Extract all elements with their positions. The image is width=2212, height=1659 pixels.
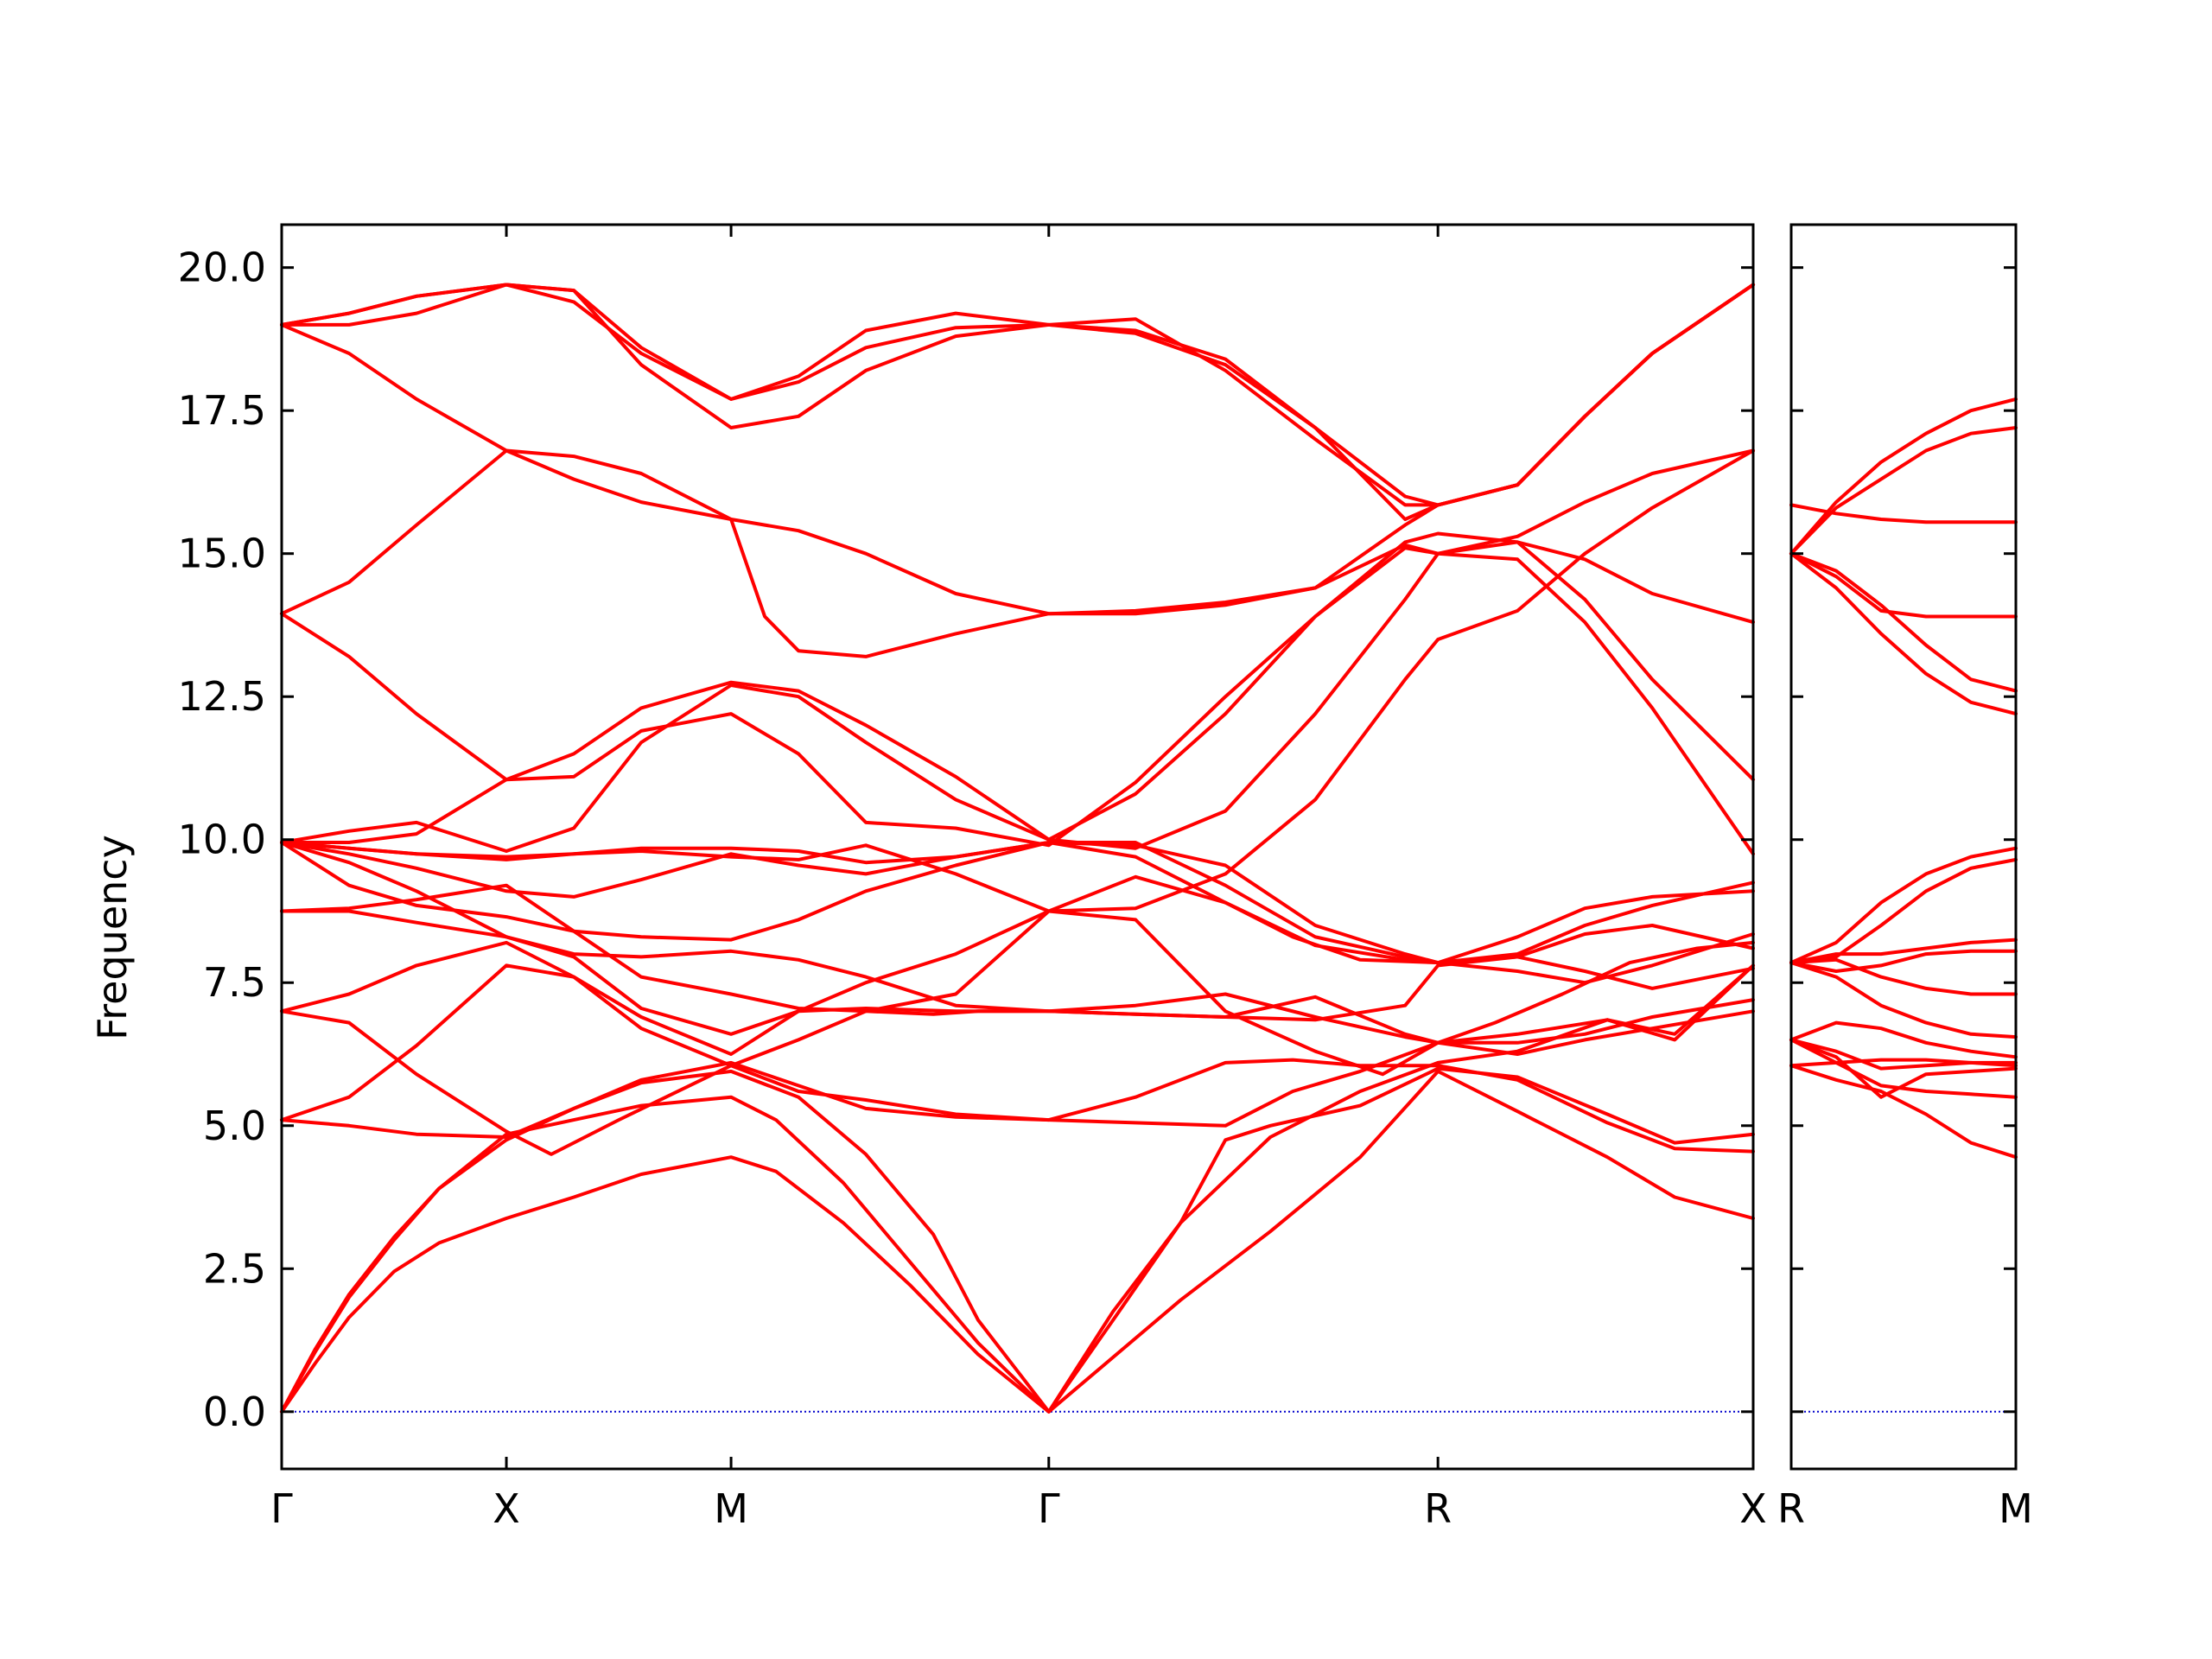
band-line-9 [280,883,1755,1056]
band-line-22 [280,283,1755,507]
y-tick-label: 17.5 [178,387,266,434]
band-line-3 [1789,426,2018,556]
x-tick-label: Γ [270,1485,293,1532]
y-tick-label: 2.5 [203,1245,266,1292]
band-line-7 [1789,846,2018,965]
x-tick-label: Γ [1038,1485,1060,1532]
x-tick-label: X [493,1485,520,1532]
band-line-9 [1789,938,2018,965]
band-line-18 [1789,1064,2018,1160]
x-tick-label: M [1999,1485,2033,1532]
band-line-13 [280,841,1755,965]
y-tick-label: 5.0 [203,1103,266,1149]
band-line-16 [280,531,1755,844]
band-line-3 [280,963,1755,1414]
main-panel: 0.0 2.5 5.0 7.5 10.0 12.5 15.0 17.5 20.0 Γ X M Γ R X [178,223,1767,1532]
band-line-15 [1789,1038,2018,1099]
band-line-10 [1789,949,2018,973]
band-line-11 [1789,957,2018,996]
y-tick-label: 20.0 [178,245,266,291]
y-tick-label: 7.5 [203,959,266,1006]
panel-frame [280,223,1755,1471]
y-axis-label: Frequency [89,835,136,1040]
x-tick-label: R [1777,1485,1805,1532]
x-tick-label: X [1739,1485,1767,1532]
band-line-14 [280,448,1755,913]
band-line-18 [280,448,1755,658]
band-line-19 [280,283,1755,616]
band-line-17 [1789,1058,2018,1068]
band-line-11 [280,841,1755,965]
band-line-5 [280,963,1755,1154]
band-line-4 [1789,551,2018,619]
band-line-13 [1789,1020,2018,1059]
band-line-15 [280,540,1755,853]
x-tick-label: M [714,1485,748,1532]
x-tick-label: R [1424,1485,1452,1532]
y-tick-label: 15.0 [178,531,266,577]
y-tick-label: 0.0 [203,1389,266,1435]
band-line-5 [1789,551,2018,693]
band-line-12 [1789,961,2018,1039]
band-line-16 [1789,1038,2018,1099]
y-tick-label: 12.5 [178,673,266,720]
band-line-2 [1789,397,2018,556]
band-line-7 [280,874,1755,1056]
band-line-17 [280,546,1755,856]
band-line-6 [1789,551,2018,716]
band-line-1 [280,1069,1755,1414]
y-tick-label: 10.0 [178,817,266,863]
band-line-8 [1789,857,2018,965]
panel-frame [1789,223,2018,1471]
